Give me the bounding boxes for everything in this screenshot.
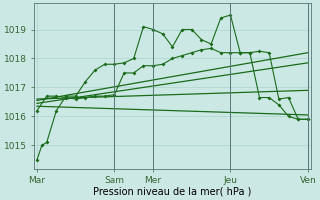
X-axis label: Pression niveau de la mer( hPa ): Pression niveau de la mer( hPa ) [93, 187, 252, 197]
